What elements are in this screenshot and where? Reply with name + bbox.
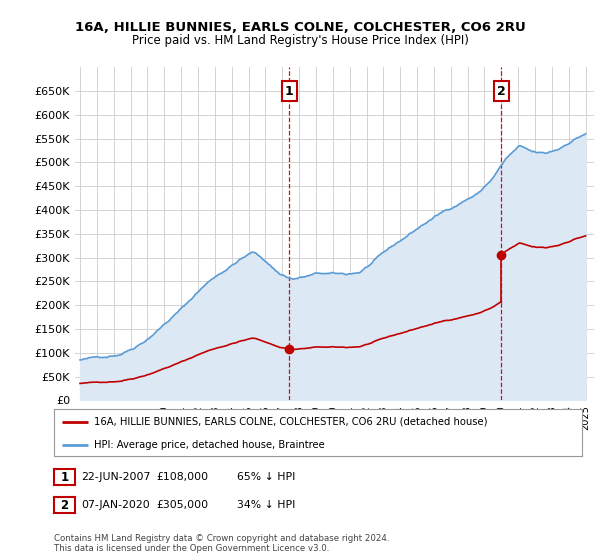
Text: 16A, HILLIE BUNNIES, EARLS COLNE, COLCHESTER, CO6 2RU (detached house): 16A, HILLIE BUNNIES, EARLS COLNE, COLCHE… bbox=[94, 417, 487, 427]
Text: £305,000: £305,000 bbox=[156, 500, 208, 510]
Text: 22-JUN-2007: 22-JUN-2007 bbox=[81, 472, 151, 482]
Text: 1: 1 bbox=[61, 470, 68, 484]
Text: 1: 1 bbox=[285, 85, 293, 97]
Text: 07-JAN-2020: 07-JAN-2020 bbox=[81, 500, 150, 510]
Text: 65% ↓ HPI: 65% ↓ HPI bbox=[237, 472, 295, 482]
Text: £108,000: £108,000 bbox=[156, 472, 208, 482]
Text: 16A, HILLIE BUNNIES, EARLS COLNE, COLCHESTER, CO6 2RU: 16A, HILLIE BUNNIES, EARLS COLNE, COLCHE… bbox=[74, 21, 526, 34]
Text: HPI: Average price, detached house, Braintree: HPI: Average price, detached house, Brai… bbox=[94, 441, 325, 450]
Text: Contains HM Land Registry data © Crown copyright and database right 2024.
This d: Contains HM Land Registry data © Crown c… bbox=[54, 534, 389, 553]
Text: 2: 2 bbox=[497, 85, 506, 97]
Text: 34% ↓ HPI: 34% ↓ HPI bbox=[237, 500, 295, 510]
Text: Price paid vs. HM Land Registry's House Price Index (HPI): Price paid vs. HM Land Registry's House … bbox=[131, 34, 469, 46]
Text: 2: 2 bbox=[61, 498, 68, 512]
